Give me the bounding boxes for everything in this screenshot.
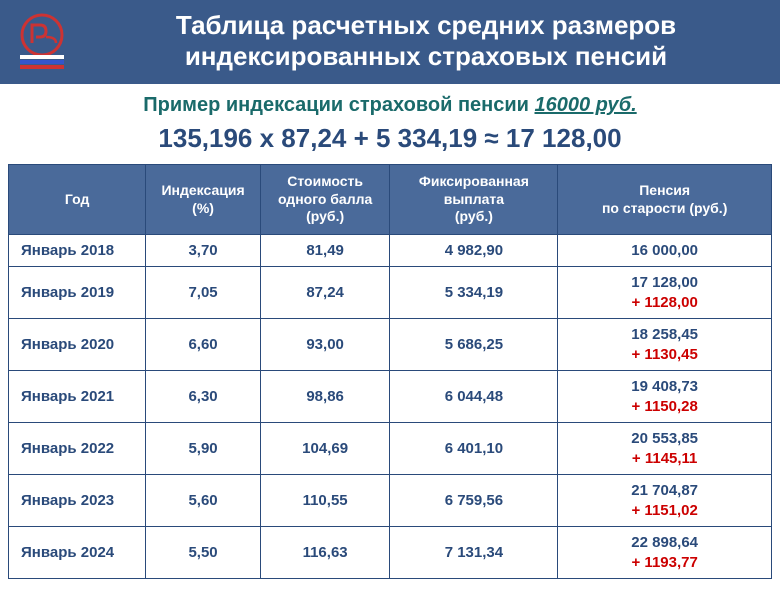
page-title: Таблица расчетных средних размеров индек… bbox=[84, 10, 768, 72]
cell-pension: 22 898,64+ 1193,77 bbox=[558, 527, 772, 579]
cell-year: Январь 2022 bbox=[9, 423, 146, 475]
page-header: Таблица расчетных средних размеров индек… bbox=[0, 0, 780, 84]
cell-index: 6,60 bbox=[146, 319, 260, 371]
cell-fixed: 6 759,56 bbox=[390, 475, 558, 527]
cell-fixed: 5 334,19 bbox=[390, 267, 558, 319]
table-row: Январь 20225,90104,696 401,1020 553,85+ … bbox=[9, 423, 772, 475]
cell-fixed: 4 982,90 bbox=[390, 234, 558, 267]
cell-pension: 20 553,85+ 1145,11 bbox=[558, 423, 772, 475]
pfr-logo-icon bbox=[12, 13, 72, 69]
cell-index: 6,30 bbox=[146, 371, 260, 423]
cell-year: Январь 2018 bbox=[9, 234, 146, 267]
cell-fixed: 7 131,34 bbox=[390, 527, 558, 579]
table-row: Январь 20197,0587,245 334,1917 128,00+ 1… bbox=[9, 267, 772, 319]
cell-index: 5,50 bbox=[146, 527, 260, 579]
pension-table: Год Индексация(%) Стоимостьодного балла(… bbox=[8, 164, 772, 579]
table-row: Январь 20206,6093,005 686,2518 258,45+ 1… bbox=[9, 319, 772, 371]
cell-point: 104,69 bbox=[260, 423, 390, 475]
cell-pension: 19 408,73+ 1150,28 bbox=[558, 371, 772, 423]
table-row: Январь 20245,50116,637 131,3422 898,64+ … bbox=[9, 527, 772, 579]
subtitle-amount: 16000 руб. bbox=[535, 94, 637, 116]
col-header-pension: Пенсияпо старости (руб.) bbox=[558, 165, 772, 235]
cell-year: Январь 2023 bbox=[9, 475, 146, 527]
table-row: Январь 20216,3098,866 044,4819 408,73+ 1… bbox=[9, 371, 772, 423]
table-row: Январь 20235,60110,556 759,5621 704,87+ … bbox=[9, 475, 772, 527]
cell-index: 5,60 bbox=[146, 475, 260, 527]
cell-index: 3,70 bbox=[146, 234, 260, 267]
title-line-2: индексированных страховых пенсий bbox=[185, 41, 667, 71]
col-header-year: Год bbox=[9, 165, 146, 235]
col-header-index: Индексация(%) bbox=[146, 165, 260, 235]
table-row: Январь 20183,7081,494 982,9016 000,00 bbox=[9, 234, 772, 267]
cell-index: 5,90 bbox=[146, 423, 260, 475]
cell-pension: 18 258,45+ 1130,45 bbox=[558, 319, 772, 371]
cell-point: 93,00 bbox=[260, 319, 390, 371]
cell-fixed: 5 686,25 bbox=[390, 319, 558, 371]
cell-index: 7,05 bbox=[146, 267, 260, 319]
cell-pension: 21 704,87+ 1151,02 bbox=[558, 475, 772, 527]
cell-point: 87,24 bbox=[260, 267, 390, 319]
cell-fixed: 6 044,48 bbox=[390, 371, 558, 423]
cell-pension: 17 128,00+ 1128,00 bbox=[558, 267, 772, 319]
calculation-formula: 135,196 х 87,24 + 5 334,19 ≈ 17 128,00 bbox=[0, 123, 780, 154]
cell-year: Январь 2024 bbox=[9, 527, 146, 579]
cell-point: 110,55 bbox=[260, 475, 390, 527]
example-subtitle: Пример индексации страховой пенсии 16000… bbox=[0, 94, 780, 117]
cell-pension: 16 000,00 bbox=[558, 234, 772, 267]
subtitle-prefix: Пример индексации страховой пенсии bbox=[143, 94, 534, 116]
cell-year: Январь 2019 bbox=[9, 267, 146, 319]
cell-point: 81,49 bbox=[260, 234, 390, 267]
table-header-row: Год Индексация(%) Стоимостьодного балла(… bbox=[9, 165, 772, 235]
cell-year: Январь 2020 bbox=[9, 319, 146, 371]
cell-point: 116,63 bbox=[260, 527, 390, 579]
cell-point: 98,86 bbox=[260, 371, 390, 423]
cell-fixed: 6 401,10 bbox=[390, 423, 558, 475]
col-header-point: Стоимостьодного балла(руб.) bbox=[260, 165, 390, 235]
col-header-fixed: Фиксированнаявыплата(руб.) bbox=[390, 165, 558, 235]
cell-year: Январь 2021 bbox=[9, 371, 146, 423]
title-line-1: Таблица расчетных средних размеров bbox=[176, 10, 676, 40]
